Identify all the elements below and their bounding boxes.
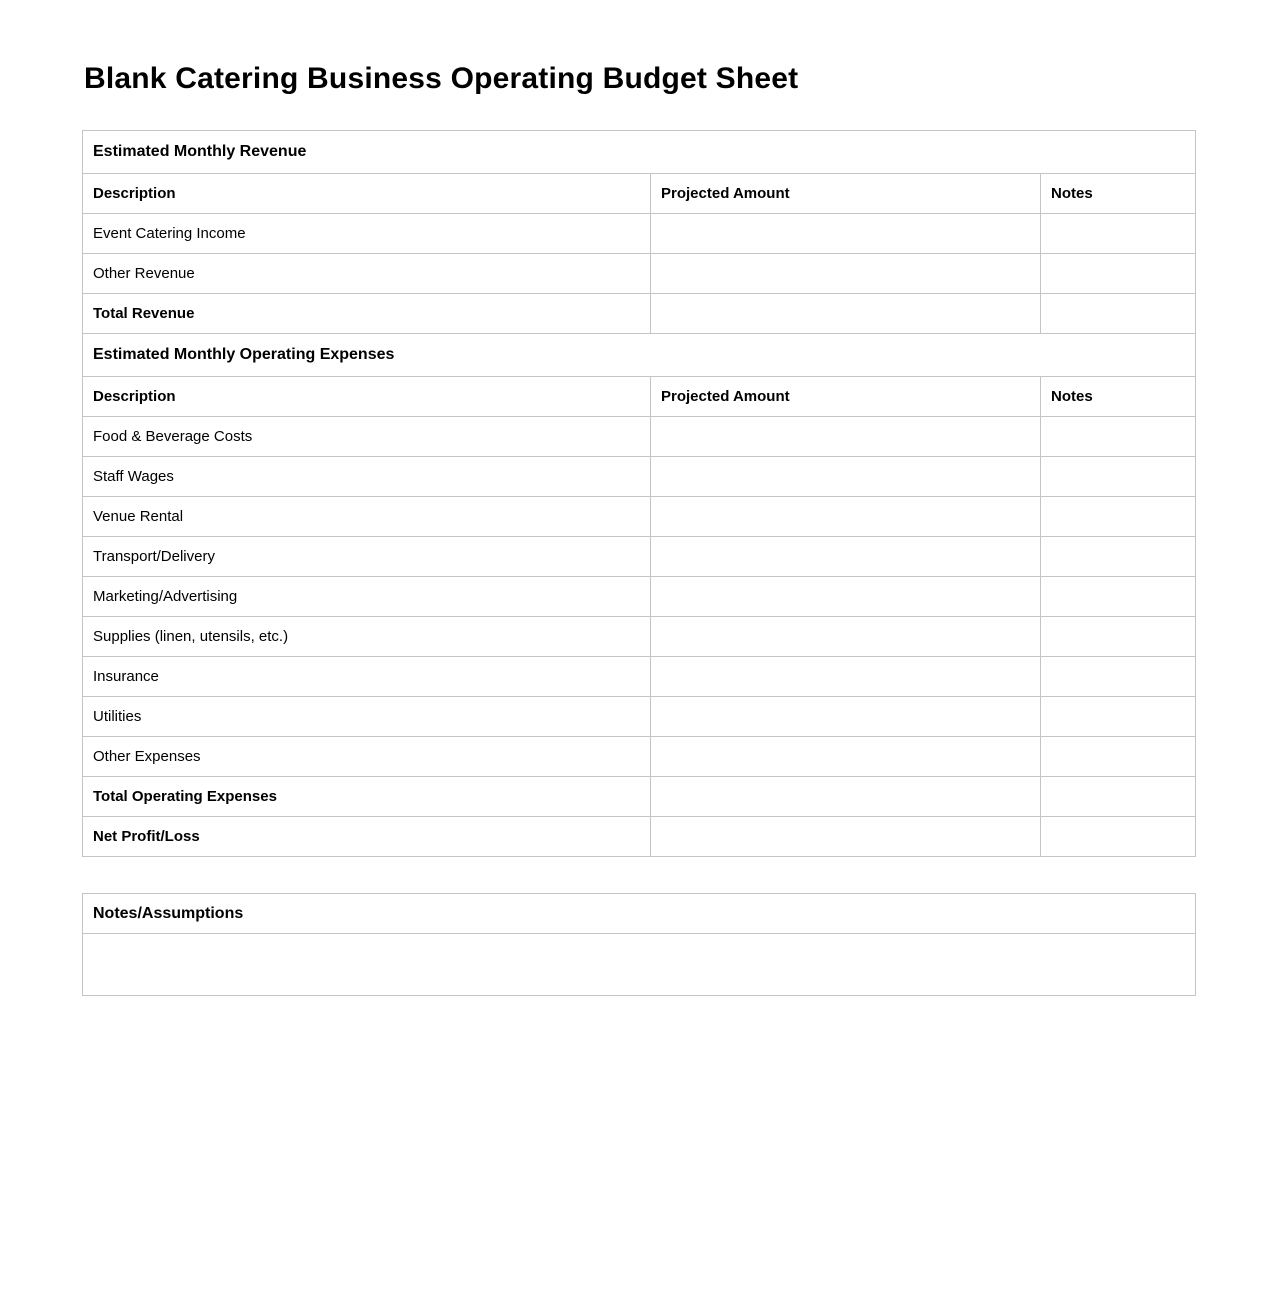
description-cell: Transport/Delivery — [82, 536, 651, 577]
section-header-row: Estimated Monthly Revenue — [81, 130, 1197, 174]
page-title: Blank Catering Business Operating Budget… — [84, 62, 799, 95]
description-cell: Staff Wages — [82, 456, 651, 497]
table-row: Total Operating Expenses — [82, 776, 1197, 817]
notes-cell — [1039, 253, 1197, 294]
table-row: Staff Wages — [82, 456, 1197, 497]
description-cell: Total Operating Expenses — [82, 776, 651, 817]
table-row: Transport/Delivery — [82, 536, 1197, 577]
description-cell: Venue Rental — [82, 496, 651, 537]
notes-cell — [1039, 576, 1197, 617]
description-cell: Utilities — [82, 696, 651, 737]
column-header-description: Description — [82, 376, 651, 417]
projected-amount-cell — [650, 776, 1041, 817]
notes-header-row: Notes/Assumptions — [82, 893, 1196, 934]
table-row: Other Revenue — [82, 253, 1197, 294]
description-cell: Total Revenue — [82, 293, 651, 334]
column-header-projected-amount: Projected Amount — [650, 173, 1041, 214]
projected-amount-cell — [650, 816, 1041, 857]
projected-amount-cell — [650, 536, 1041, 577]
budget-table: Estimated Monthly Revenue Description Proj… — [81, 130, 1197, 857]
projected-amount-cell — [650, 213, 1041, 254]
column-header-projected-amount: Projected Amount — [650, 376, 1041, 417]
description-cell: Other Revenue — [82, 253, 651, 294]
description-cell: Net Profit/Loss — [82, 816, 651, 857]
table-row: Net Profit/Loss — [82, 816, 1197, 857]
table-row: Event Catering Income — [82, 213, 1197, 254]
notes-cell — [1039, 293, 1197, 334]
projected-amount-cell — [650, 416, 1041, 457]
projected-amount-cell — [650, 736, 1041, 777]
notes-content-cell — [82, 933, 1196, 996]
section-header-label: Estimated Monthly Operating Expenses — [81, 333, 1197, 377]
projected-amount-cell — [650, 496, 1041, 537]
column-header-row: Description Projected Amount Notes — [82, 376, 1197, 417]
notes-cell — [1039, 213, 1197, 254]
table-row: Venue Rental — [82, 496, 1197, 537]
column-header-description: Description — [82, 173, 651, 214]
table-row: Food & Beverage Costs — [82, 416, 1197, 457]
projected-amount-cell — [650, 696, 1041, 737]
projected-amount-cell — [650, 253, 1041, 294]
table-row: Total Revenue — [82, 293, 1197, 334]
table-row: Utilities — [82, 696, 1197, 737]
notes-table: Notes/Assumptions — [82, 893, 1196, 996]
description-cell: Event Catering Income — [82, 213, 651, 254]
projected-amount-cell — [650, 616, 1041, 657]
table-row: Supplies (linen, utensils, etc.) — [82, 616, 1197, 657]
notes-cell — [1039, 496, 1197, 537]
section-header-label: Estimated Monthly Revenue — [81, 130, 1197, 174]
budget-table-body: Estimated Monthly Revenue Description Proj… — [81, 130, 1197, 857]
notes-content-row — [82, 933, 1196, 996]
table-row: Marketing/Advertising — [82, 576, 1197, 617]
notes-cell — [1039, 816, 1197, 857]
description-cell: Marketing/Advertising — [82, 576, 651, 617]
column-header-notes: Notes — [1039, 376, 1197, 417]
notes-cell — [1039, 416, 1197, 457]
table-row: Other Expenses — [82, 736, 1197, 777]
projected-amount-cell — [650, 576, 1041, 617]
column-header-notes: Notes — [1039, 173, 1197, 214]
notes-cell — [1039, 616, 1197, 657]
description-cell: Supplies (linen, utensils, etc.) — [82, 616, 651, 657]
projected-amount-cell — [650, 656, 1041, 697]
description-cell: Food & Beverage Costs — [82, 416, 651, 457]
notes-cell — [1039, 456, 1197, 497]
notes-cell — [1039, 656, 1197, 697]
notes-header-label: Notes/Assumptions — [82, 893, 1196, 934]
notes-cell — [1039, 776, 1197, 817]
description-cell: Other Expenses — [82, 736, 651, 777]
projected-amount-cell — [650, 293, 1041, 334]
column-header-row: Description Projected Amount Notes — [82, 173, 1197, 214]
notes-cell — [1039, 696, 1197, 737]
description-cell: Insurance — [82, 656, 651, 697]
notes-cell — [1039, 536, 1197, 577]
table-row: Insurance — [82, 656, 1197, 697]
projected-amount-cell — [650, 456, 1041, 497]
notes-cell — [1039, 736, 1197, 777]
section-header-row: Estimated Monthly Operating Expenses — [81, 333, 1197, 377]
